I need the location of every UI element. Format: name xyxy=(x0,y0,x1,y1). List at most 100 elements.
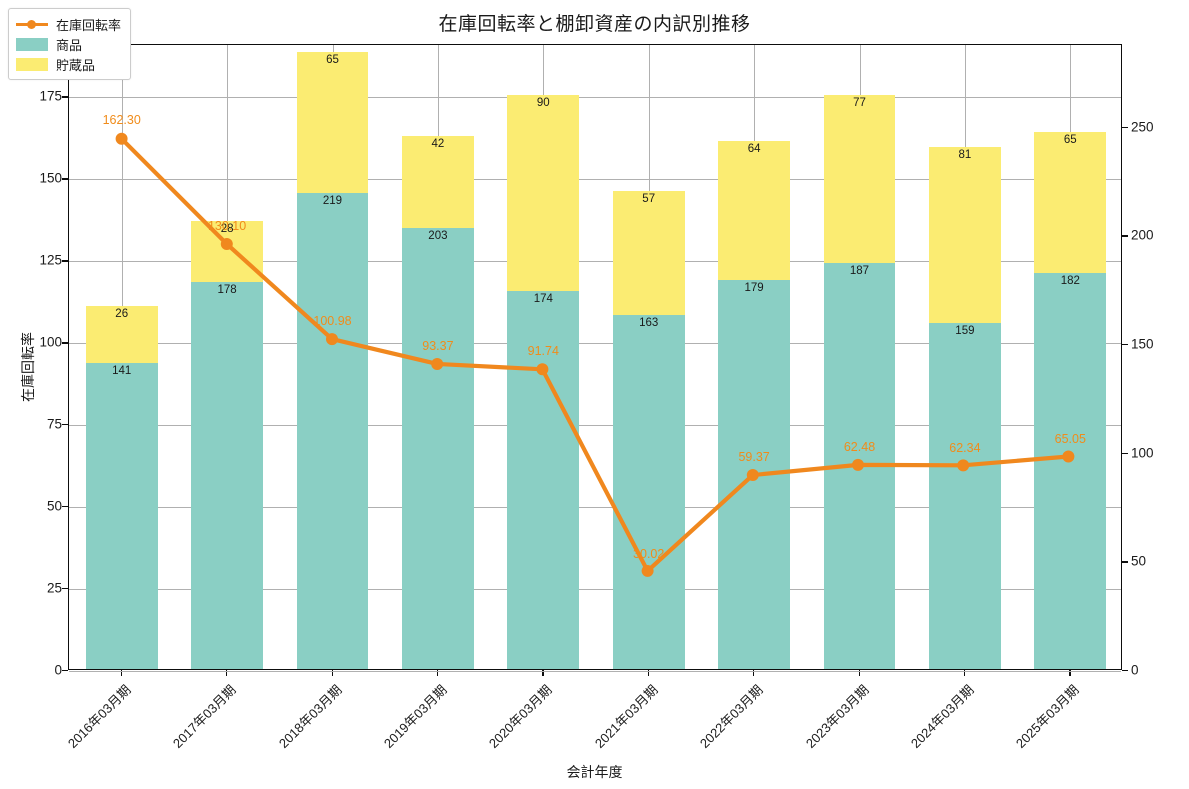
x-tick-label: 2022年03月期 xyxy=(696,682,766,751)
gridline-horizontal xyxy=(69,97,1121,99)
y-tick-mark-left xyxy=(62,96,68,98)
bar-segment-goods[interactable]: 141 xyxy=(85,362,158,669)
bar-value-label-supplies: 64 xyxy=(747,142,761,155)
x-tick-mark xyxy=(120,670,122,676)
y-tick-mark-left xyxy=(62,506,68,508)
bar-segment-supplies[interactable]: 65 xyxy=(296,51,369,193)
bar-segment-supplies[interactable]: 77 xyxy=(823,95,896,263)
bar-value-label-supplies: 42 xyxy=(431,138,445,151)
bar-value-label-goods: 178 xyxy=(217,284,237,297)
line-value-label: 91.74 xyxy=(527,344,559,359)
line-path-inventory-turnover xyxy=(119,136,1071,574)
bar-segment-goods[interactable]: 219 xyxy=(296,192,369,669)
bar-segment-supplies[interactable]: 81 xyxy=(929,147,1001,324)
legend-swatch-goods-icon xyxy=(16,37,48,51)
bar-segment-supplies[interactable]: 90 xyxy=(507,95,580,291)
y-tick-label-left: 150 xyxy=(39,170,62,186)
y-tick-label-left: 125 xyxy=(39,252,62,268)
bar-stack[interactable]: 219 65 xyxy=(296,51,369,669)
bar-stack[interactable]: 141 26 xyxy=(85,306,158,669)
x-tick-mark xyxy=(647,670,649,676)
y-tick-mark-left xyxy=(62,260,68,262)
line-value-label: 162.30 xyxy=(102,113,141,128)
bar-stack[interactable]: 182 65 xyxy=(1034,132,1107,669)
bar-stack[interactable]: 203 42 xyxy=(402,136,474,669)
y-tick-label-right: 50 xyxy=(1131,553,1147,569)
x-axis-label: 会計年度 xyxy=(566,764,623,780)
bar-segment-goods[interactable]: 159 xyxy=(929,323,1001,669)
x-tick-label: 2024年03月期 xyxy=(907,682,977,751)
y-tick-label-right: 100 xyxy=(1131,445,1154,461)
x-tick-mark xyxy=(542,670,544,676)
bar-segment-goods[interactable]: 163 xyxy=(612,314,685,669)
y-tick-label-left: 0 xyxy=(54,662,62,678)
bar-stack[interactable]: 163 57 xyxy=(612,190,685,669)
x-tick-label: 2020年03月期 xyxy=(486,682,556,751)
bar-value-label-goods: 182 xyxy=(1060,275,1080,288)
y-tick-mark-left xyxy=(62,178,68,180)
x-tick-mark xyxy=(1069,670,1071,676)
legend-item-goods: 商品 xyxy=(16,34,121,54)
y-tick-label-right: 0 xyxy=(1131,662,1139,678)
bar-value-label-supplies: 81 xyxy=(958,149,972,162)
bar-segment-supplies[interactable]: 65 xyxy=(1034,132,1107,274)
bar-segment-goods[interactable]: 178 xyxy=(191,282,263,669)
bar-stack[interactable]: 159 81 xyxy=(929,147,1001,669)
line-value-label: 59.37 xyxy=(738,450,770,465)
plot-area: 141 26 178 28 219 65 203 42 174 90 163 57 179 64 187 77… xyxy=(68,44,1122,672)
y-tick-mark-left xyxy=(62,342,68,344)
x-tick-label: 2017年03月期 xyxy=(169,682,239,751)
x-tick-mark xyxy=(226,670,228,676)
y-tick-label-left: 25 xyxy=(46,580,62,596)
bar-segment-supplies[interactable]: 64 xyxy=(718,140,790,280)
bar-value-label-supplies: 77 xyxy=(853,97,866,110)
chart-title: 在庫回転率と棚卸資産の内訳別推移 xyxy=(438,14,751,35)
line-value-label: 30.02 xyxy=(633,546,665,561)
bar-stack[interactable]: 174 90 xyxy=(507,95,580,669)
bar-value-label-goods: 187 xyxy=(849,264,870,277)
x-tick-label: 2023年03月期 xyxy=(802,682,872,751)
y-tick-label-left: 100 xyxy=(39,334,62,350)
bar-value-label-supplies: 65 xyxy=(326,53,339,66)
bar-segment-goods[interactable]: 179 xyxy=(718,279,790,669)
bar-value-label-supplies: 26 xyxy=(115,308,129,321)
legend-label-rate: 在庫回転率 xyxy=(56,17,122,33)
bar-segment-supplies[interactable]: 26 xyxy=(85,306,158,363)
bar-segment-supplies[interactable]: 57 xyxy=(612,190,685,315)
bar-value-label-goods: 219 xyxy=(322,194,343,207)
y-tick-mark-right xyxy=(1122,452,1128,454)
bar-segment-goods[interactable]: 187 xyxy=(823,262,896,669)
bar-segment-goods[interactable]: 182 xyxy=(1034,273,1107,669)
y-tick-mark-right xyxy=(1122,126,1128,128)
line-value-label: 65.05 xyxy=(1054,431,1086,446)
y-tick-mark-right xyxy=(1122,561,1128,563)
x-tick-mark xyxy=(331,670,333,676)
bar-stack[interactable]: 179 64 xyxy=(718,140,790,669)
bar-segment-supplies[interactable]: 42 xyxy=(402,136,474,228)
bar-value-label-goods: 141 xyxy=(112,364,132,377)
x-tick-mark xyxy=(963,670,966,676)
x-tick-label: 2021年03月期 xyxy=(591,682,661,751)
line-value-label: 93.37 xyxy=(422,338,454,353)
chart-legend: 在庫回転率 商品 貯蔵品 xyxy=(8,8,132,80)
y-tick-mark-left xyxy=(62,424,68,426)
legend-line-icon xyxy=(16,18,48,31)
bar-value-label-supplies: 57 xyxy=(642,192,656,205)
bar-value-label-goods: 203 xyxy=(428,229,448,242)
bar-value-label-goods: 159 xyxy=(955,325,975,338)
x-tick-label: 2025年03月期 xyxy=(1013,682,1083,751)
bar-stack[interactable]: 178 28 xyxy=(191,221,263,669)
legend-item-supplies: 貯蔵品 xyxy=(16,54,121,74)
y-tick-label-left: 75 xyxy=(46,416,62,432)
x-tick-mark xyxy=(858,670,860,676)
legend-item-line: 在庫回転率 xyxy=(16,14,121,34)
x-tick-mark xyxy=(753,670,755,676)
bar-value-label-supplies: 65 xyxy=(1063,134,1077,147)
gridline-horizontal xyxy=(69,589,1121,591)
bar-stack[interactable]: 187 77 xyxy=(823,95,896,669)
line-value-label: 100.98 xyxy=(313,314,352,329)
line-value-label: 130.10 xyxy=(207,218,247,233)
bar-segment-goods[interactable]: 203 xyxy=(402,227,474,669)
y-tick-mark-right xyxy=(1122,235,1128,237)
